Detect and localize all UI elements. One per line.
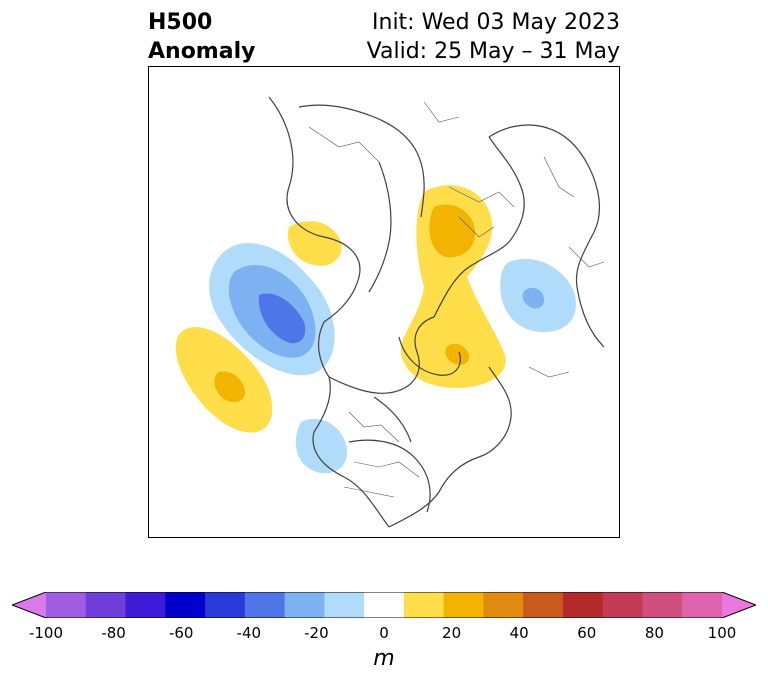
map-title: H500 Anomaly xyxy=(148,8,255,66)
colorbar-unit-label: m xyxy=(373,646,395,671)
colorbar-bin xyxy=(483,592,524,618)
colorbar-tick-label: 20 xyxy=(442,624,462,642)
colorbar xyxy=(12,592,756,618)
anomaly-positive-europe xyxy=(400,185,506,388)
colorbar-bin xyxy=(125,592,166,618)
colorbar-tick-label: 100 xyxy=(707,624,737,642)
colorbar-under-arrow xyxy=(12,592,46,618)
anomaly-negative-us-west xyxy=(295,418,348,474)
title-line-2: Anomaly xyxy=(148,39,256,64)
title-line-1: H500 xyxy=(148,10,213,35)
colorbar-bin xyxy=(403,592,445,618)
colorbar-tick-label: 60 xyxy=(577,624,597,642)
colorbar-over-arrow xyxy=(722,592,756,618)
anomaly-fills xyxy=(175,185,576,474)
anomaly-negative-asia-core xyxy=(522,287,545,309)
colorbar-bin xyxy=(46,592,87,618)
colorbar-bin xyxy=(642,592,683,618)
anomaly-positive-siberia xyxy=(287,221,342,266)
colorbar-bin xyxy=(244,592,286,618)
colorbar-bin xyxy=(85,592,127,618)
init-date: Init: Wed 03 May 2023 xyxy=(372,10,620,35)
colorbar-bin xyxy=(205,592,246,618)
colorbar-bin xyxy=(165,592,206,618)
colorbar-bin xyxy=(523,592,564,618)
colorbar-bin xyxy=(602,592,643,618)
colorbar-tick-label: 40 xyxy=(509,624,529,642)
colorbar-tick-label: -100 xyxy=(28,624,64,642)
anomaly-positive-greenland-core xyxy=(445,343,469,365)
colorbar-bin xyxy=(562,592,604,618)
colorbar-bins xyxy=(46,592,723,618)
colorbar-bin xyxy=(324,592,365,618)
colorbar-bin xyxy=(284,592,325,618)
colorbar-bin xyxy=(443,592,484,618)
colorbar-bin xyxy=(682,592,723,618)
colorbar-bin xyxy=(364,592,405,618)
colorbar-tick-label: -80 xyxy=(101,624,126,642)
colorbar-tick-label: -60 xyxy=(168,624,194,642)
colorbar-tick-label: -20 xyxy=(304,624,329,642)
coastlines xyxy=(268,96,605,528)
valid-range: Valid: 25 May – 31 May xyxy=(366,39,620,64)
anomaly-positive-pacific-core xyxy=(214,371,245,403)
colorbar-tick-label: 80 xyxy=(644,624,664,642)
map-svg xyxy=(175,96,605,528)
anomaly-negative-pacific-core xyxy=(258,293,306,344)
colorbar-tick-label: 0 xyxy=(379,624,389,642)
borders xyxy=(308,101,605,498)
colorbar-tick-label: -40 xyxy=(236,624,262,642)
map-panel xyxy=(148,66,620,538)
anomaly-positive-europe-core xyxy=(429,204,476,258)
map-date-info: Init: Wed 03 May 2023 Valid: 25 May – 31… xyxy=(367,8,620,66)
